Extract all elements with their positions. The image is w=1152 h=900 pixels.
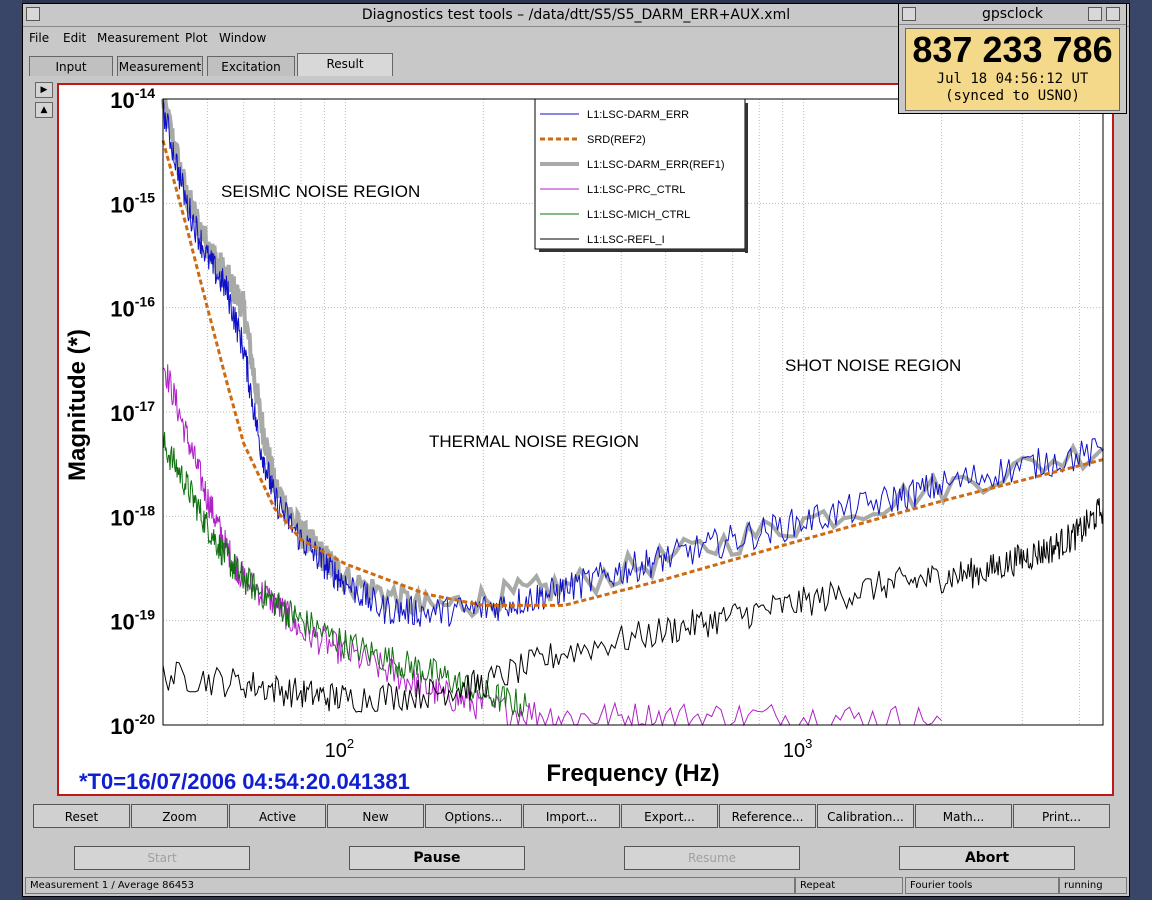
status-repeat: Repeat [795, 877, 903, 894]
status-bar: Measurement 1 / Average 86453 Repeat Fou… [23, 877, 1129, 895]
legend-entry-label: L1:LSC-MICH_CTRL [587, 209, 690, 221]
window-title: Diagnostics test tools – /data/dtt/S5/S5… [361, 7, 791, 23]
menu-edit[interactable]: Edit [63, 31, 87, 45]
series-l1-lsc-darm-err [162, 98, 1104, 627]
annotation-shot: SHOT NOISE REGION [785, 356, 961, 375]
toolbar-button-new[interactable]: New [327, 804, 424, 828]
status-measurement: Measurement 1 / Average 86453 [25, 877, 795, 894]
maximize-icon[interactable] [1106, 7, 1120, 21]
toolbar-button-export[interactable]: Export... [621, 804, 718, 828]
y-tick-label: 10-20 [110, 711, 155, 739]
tab-result[interactable]: Result [297, 53, 393, 76]
tab-excitation[interactable]: Excitation [207, 56, 295, 76]
desktop-left-edge [0, 0, 22, 900]
y-tick-label: 10-14 [110, 85, 155, 113]
resume-button[interactable]: Resume [624, 846, 800, 870]
toolbar-button-print[interactable]: Print... [1013, 804, 1110, 828]
gps-title: gpsclock [981, 6, 1044, 22]
y-tick-label: 10-18 [110, 502, 155, 530]
x-tick-label: 103 [783, 736, 812, 762]
scroll-right-arrow-icon[interactable]: ▶ [35, 82, 53, 98]
toolbar-button-calibration[interactable]: Calibration... [817, 804, 914, 828]
gps-title-bar[interactable]: gpsclock [899, 4, 1126, 25]
annotation-thermal: THERMAL NOISE REGION [429, 432, 639, 451]
legend-entry-label: L1:LSC-DARM_ERR(REF1) [587, 159, 725, 171]
status-state: running [1059, 877, 1127, 894]
status-tool: Fourier tools [905, 877, 1059, 894]
tab-measurement[interactable]: Measurement [117, 56, 203, 76]
toolbar-button-reset[interactable]: Reset [33, 804, 130, 828]
menu-file[interactable]: File [29, 31, 50, 45]
legend-entry-label: SRD(REF2) [587, 134, 646, 146]
window-menu-button[interactable] [26, 7, 40, 21]
series-l1-lsc-mich-ctrl [162, 431, 529, 718]
x-tick-label: 102 [325, 736, 354, 762]
series-l1-lsc-prc-ctrl [162, 364, 942, 727]
gps-time: 837 233 786 [912, 29, 1113, 70]
y-tick-label: 10-19 [110, 607, 155, 635]
t0-label: *T0=16/07/2006 04:54:20.041381 [79, 769, 410, 794]
toolbar-button-zoom[interactable]: Zoom [131, 804, 228, 828]
y-tick-label: 10-17 [110, 398, 155, 426]
series-l1-lsc-refl-i [162, 497, 1104, 713]
menu-bar: File Edit Measurement Plot Window [23, 28, 1129, 48]
toolbar-button-import[interactable]: Import... [523, 804, 620, 828]
menu-measurement[interactable]: Measurement [97, 31, 180, 45]
annotation-seismic: SEISMIC NOISE REGION [221, 182, 420, 201]
menu-plot[interactable]: Plot [185, 31, 208, 45]
abort-button[interactable]: Abort [899, 846, 1075, 870]
plot-toolbar: Reset Zoom Active New Options... Import... Exp… [33, 804, 1111, 830]
gps-sync: (synced to USNO) [945, 88, 1080, 104]
dtt-window: Diagnostics test tools – /data/dtt/S5/S5… [22, 3, 1130, 897]
legend-entry-label: L1:LSC-REFL_I [587, 234, 665, 246]
gpsclock-window: gpsclock 837 233 786 Jul 18 04:56:12 UT … [898, 3, 1127, 114]
x-tick-labels: 102 103 [325, 736, 813, 762]
scroll-up-arrow-icon[interactable]: ▲ [35, 102, 53, 118]
toolbar-button-math[interactable]: Math... [915, 804, 1012, 828]
tab-input[interactable]: Input [29, 56, 113, 76]
minimize-icon[interactable] [1088, 7, 1102, 21]
y-tick-labels: 10-14 10-15 10-16 10-17 10-18 10-19 10-20 [110, 85, 155, 739]
legend-box [534, 98, 746, 250]
y-tick-label: 10-15 [110, 189, 155, 217]
y-tick-label: 10-16 [110, 294, 155, 322]
toolbar-button-reference[interactable]: Reference... [719, 804, 816, 828]
x-axis-label: Frequency (Hz) [546, 760, 719, 787]
gps-display: 837 233 786 Jul 18 04:56:12 UT (synced t… [905, 28, 1120, 111]
toolbar-button-active[interactable]: Active [229, 804, 326, 828]
menu-window[interactable]: Window [219, 31, 267, 45]
pause-button[interactable]: Pause [349, 846, 525, 870]
title-bar[interactable]: Diagnostics test tools – /data/dtt/S5/S5… [23, 4, 1129, 27]
plot-legend[interactable]: L1:LSC-DARM_ERR SRD(REF2) L1:LSC-DARM_ERR(… [534, 98, 748, 253]
start-button[interactable]: Start [74, 846, 250, 870]
series-srd-ref2- [161, 140, 1104, 607]
gps-date: Jul 18 04:56:12 UT [936, 71, 1089, 87]
toolbar-button-options[interactable]: Options... [425, 804, 522, 828]
legend-entry-label: L1:LSC-PRC_CTRL [587, 184, 685, 196]
plot-frame: 10-14 10-15 10-16 10-17 10-18 10-19 10-20 102 1… [57, 83, 1114, 796]
desktop-right-edge [1130, 0, 1152, 900]
y-axis-label: Magnitude (*) [64, 329, 91, 481]
legend-entry-label: L1:LSC-DARM_ERR [587, 109, 689, 121]
gps-window-menu-button[interactable] [902, 7, 916, 21]
